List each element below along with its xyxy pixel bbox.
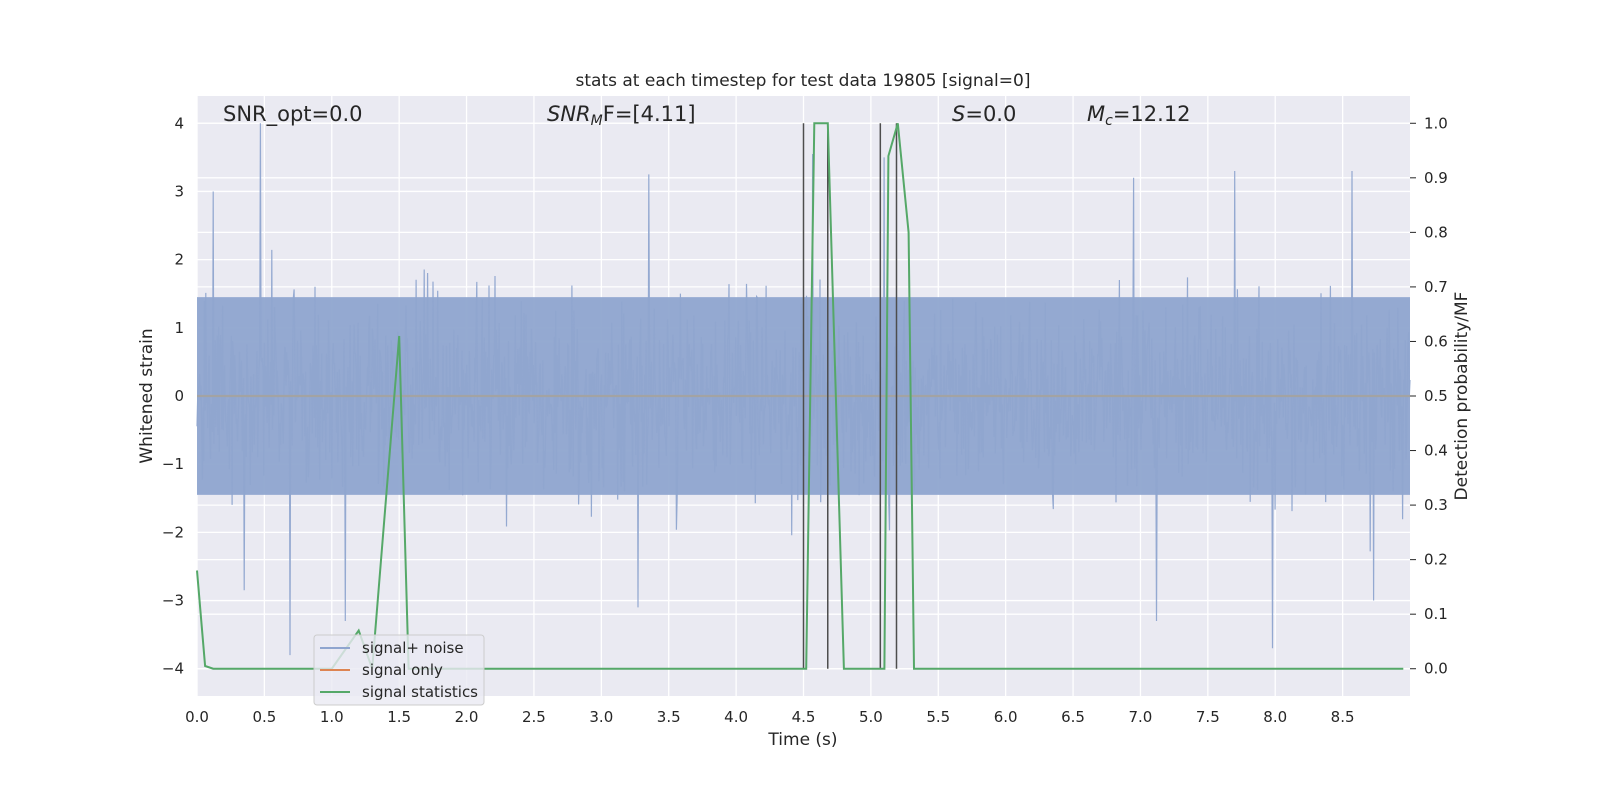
x-tick-label: 1.0 — [320, 708, 344, 726]
legend-label-signal-only: signal only — [362, 661, 443, 679]
y-axis-right-label: Detection probability/MF — [1452, 292, 1472, 501]
x-tick-label: 5.0 — [859, 708, 883, 726]
x-tick-label: 7.0 — [1129, 708, 1153, 726]
x-tick-label: 4.0 — [724, 708, 748, 726]
x-tick-label: 4.5 — [792, 708, 816, 726]
annotation-snr-mf-value: F=[4.11] — [603, 102, 696, 126]
y-axis-left-ticks: −4 −3 −2 −1 0 1 2 3 4 — [162, 114, 184, 677]
annotation-snr-mf-subscript: M — [591, 113, 603, 129]
x-tick-label: 3.0 — [589, 708, 613, 726]
annotation-mc: Mc=12.12 — [1087, 102, 1191, 129]
y-right-tick-label: 0.6 — [1424, 332, 1448, 350]
x-tick-label: 6.0 — [994, 708, 1018, 726]
y-left-tick-label: −1 — [162, 455, 184, 473]
legend-label-signal-statistics: signal statistics — [362, 683, 478, 701]
y-left-tick-label: 2 — [174, 251, 184, 269]
x-tick-label: 8.0 — [1263, 708, 1287, 726]
y-right-tick-label: 0.3 — [1424, 496, 1448, 514]
annotation-mc-subscript: c — [1105, 113, 1113, 129]
x-axis-ticks: 0.0 0.5 1.0 1.5 2.0 2.5 3.0 3.5 4.0 4.5 5.0 5.5 6.0 6… — [185, 708, 1354, 726]
annotation-snr-opt: SNR_opt=0.0 — [223, 102, 363, 127]
y-right-tick-label: 0.4 — [1424, 442, 1448, 460]
y-left-tick-label: −4 — [162, 660, 184, 678]
chart-title: stats at each timestep for test data 198… — [576, 71, 1031, 91]
x-tick-label: 3.5 — [657, 708, 681, 726]
y-right-tick-label: 0.9 — [1424, 169, 1448, 187]
y-left-tick-label: −3 — [162, 592, 184, 610]
legend: signal+ noise signal only signal statist… — [313, 634, 485, 706]
y-axis-right-ticks: 0.0 0.1 0.2 0.3 0.4 0.5 0.6 0.7 0.8 0.9 1.0 — [1410, 114, 1448, 678]
x-tick-label: 5.5 — [926, 708, 950, 726]
annotation-s-symbol: S — [952, 102, 965, 126]
x-tick-label: 7.5 — [1196, 708, 1220, 726]
annotation-mc-value: =12.12 — [1113, 102, 1191, 126]
x-tick-label: 1.5 — [387, 708, 411, 726]
x-tick-label: 0.5 — [252, 708, 276, 726]
y-left-tick-label: 0 — [174, 387, 184, 405]
annotation-snr-mf-symbol: SNR — [547, 102, 591, 126]
y-left-tick-label: 3 — [174, 182, 184, 200]
annotation-mc-symbol: M — [1087, 102, 1105, 126]
y-axis-left-label: Whitened strain — [137, 328, 157, 463]
y-right-tick-label: 0.7 — [1424, 278, 1448, 296]
vertical-markers — [802, 123, 898, 669]
legend-label-signal-noise: signal+ noise — [362, 639, 464, 657]
annotation-s-value: =0.0 — [965, 102, 1016, 126]
x-tick-label: 2.0 — [455, 708, 479, 726]
annotation-s: S=0.0 — [952, 102, 1016, 126]
y-left-tick-label: 1 — [174, 319, 184, 337]
x-tick-label: 2.5 — [522, 708, 546, 726]
y-right-tick-label: 0.2 — [1424, 551, 1448, 569]
y-left-tick-label: 4 — [174, 114, 184, 132]
y-right-tick-label: 1.0 — [1424, 114, 1448, 132]
y-right-tick-label: 0.5 — [1424, 387, 1448, 405]
y-left-tick-label: −2 — [162, 523, 184, 541]
x-tick-label: 6.5 — [1061, 708, 1085, 726]
y-right-tick-label: 0.8 — [1424, 223, 1448, 241]
annotation-snr-mf: SNRMF=[4.11] — [547, 102, 696, 129]
x-axis-label: Time (s) — [767, 730, 837, 750]
y-right-tick-label: 0.1 — [1424, 605, 1448, 623]
legend-box — [313, 634, 485, 706]
y-right-tick-label: 0.0 — [1424, 660, 1448, 678]
x-tick-label: 8.5 — [1331, 708, 1355, 726]
x-tick-label: 0.0 — [185, 708, 209, 726]
